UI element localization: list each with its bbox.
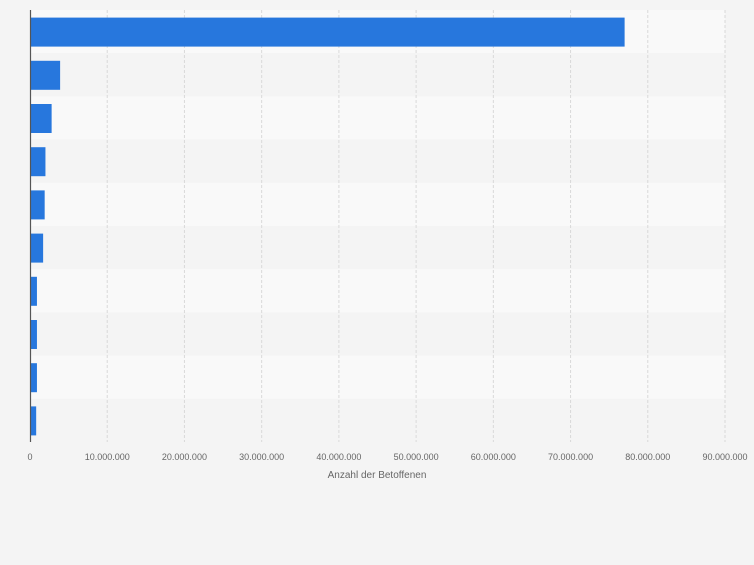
x-tick-label: 30.000.000 (239, 452, 284, 462)
x-tick-label: 60.000.000 (471, 452, 516, 462)
bar[interactable] (30, 363, 37, 393)
bar[interactable] (30, 406, 37, 436)
bar[interactable] (30, 190, 45, 220)
x-tick-label: 50.000.000 (394, 452, 439, 462)
bar[interactable] (30, 60, 61, 90)
row-bands (30, 10, 725, 442)
bars (30, 17, 625, 436)
row-band (30, 53, 725, 97)
bar[interactable] (30, 17, 625, 47)
row-band (30, 355, 725, 399)
row-band (30, 312, 725, 356)
row-band (30, 96, 725, 140)
bar[interactable] (30, 320, 37, 349)
x-tick-label: 20.000.000 (162, 452, 207, 462)
x-axis-label: Anzahl der Betoffenen (328, 470, 427, 481)
row-band (30, 139, 725, 183)
bar[interactable] (30, 276, 37, 306)
x-tick-label: 40.000.000 (316, 452, 361, 462)
x-tick-label: 0 (27, 452, 32, 462)
bar[interactable] (30, 104, 52, 133)
x-tick-label: 90.000.000 (702, 452, 747, 462)
x-tick-label: 10.000.000 (85, 452, 130, 462)
bar[interactable] (30, 147, 46, 177)
bar[interactable] (30, 233, 44, 263)
x-tick-label: 70.000.000 (548, 452, 593, 462)
gridlines (106, 10, 726, 442)
row-band (30, 226, 725, 270)
row-band (30, 269, 725, 313)
row-band (30, 182, 725, 226)
x-tick-label: 80.000.000 (625, 452, 670, 462)
row-band (30, 398, 725, 442)
x-tick-labels: 0 10.000.000 20.000.000 30.000.000 40.000.00… (27, 452, 747, 462)
